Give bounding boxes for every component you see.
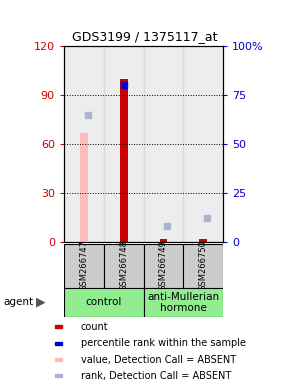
Text: GSM266750: GSM266750: [199, 240, 208, 291]
Bar: [55, 342, 61, 345]
Bar: [55, 325, 61, 328]
Bar: [104, 46, 144, 242]
Bar: [80, 132, 88, 242]
Text: control: control: [86, 297, 122, 308]
Text: rank, Detection Call = ABSENT: rank, Detection Call = ABSENT: [81, 371, 231, 381]
Text: GDS3199 / 1375117_at: GDS3199 / 1375117_at: [72, 30, 218, 43]
Text: agent: agent: [3, 297, 33, 308]
Bar: [64, 288, 144, 317]
Bar: [64, 244, 104, 288]
Text: GSM266749: GSM266749: [159, 240, 168, 291]
Bar: [55, 358, 61, 361]
Text: percentile rank within the sample: percentile rank within the sample: [81, 338, 246, 348]
Bar: [184, 46, 223, 242]
Text: ▶: ▶: [36, 296, 46, 309]
Bar: [184, 244, 223, 288]
Text: anti-Mullerian
hormone: anti-Mullerian hormone: [147, 291, 220, 313]
Text: value, Detection Call = ABSENT: value, Detection Call = ABSENT: [81, 354, 236, 364]
Bar: [200, 239, 207, 242]
Bar: [144, 46, 184, 242]
Bar: [104, 244, 144, 288]
Bar: [144, 288, 223, 317]
Bar: [144, 244, 184, 288]
Bar: [160, 239, 168, 242]
Text: GSM266748: GSM266748: [119, 240, 128, 291]
Text: count: count: [81, 322, 108, 332]
Bar: [119, 79, 128, 242]
Bar: [64, 46, 104, 242]
Bar: [55, 374, 61, 377]
Text: GSM266747: GSM266747: [79, 240, 88, 291]
